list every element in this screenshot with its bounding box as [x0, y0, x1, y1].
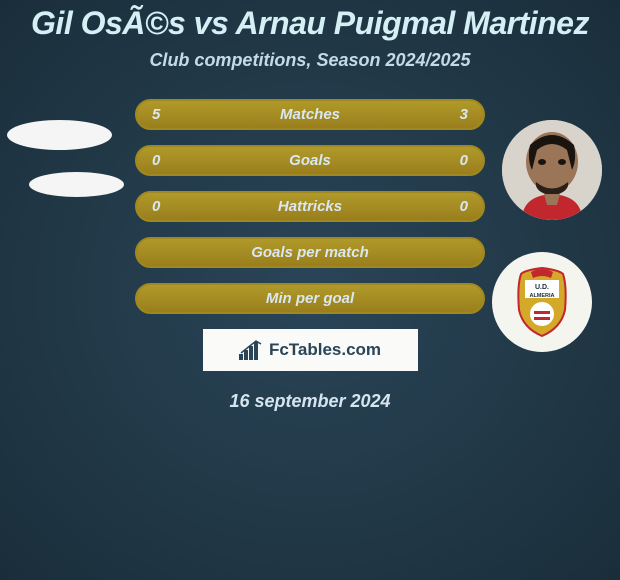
stats-table: 5 Matches 3 0 Goals 0 0 Hattricks 0 Goal…: [135, 99, 485, 314]
stat-right-value: 0: [460, 198, 468, 215]
header: Gil OsÃ©s vs Arnau Puigmal Martinez Club…: [0, 0, 620, 71]
brand-label: FcTables.com: [269, 340, 381, 360]
club-badge: U.D. ALMERIA: [492, 252, 592, 352]
avatar-placeholder-shape: [29, 172, 124, 197]
stat-row-matches: 5 Matches 3: [135, 99, 485, 130]
stat-label: Hattricks: [278, 198, 342, 215]
stat-label: Min per goal: [266, 290, 354, 307]
stat-label: Goals: [289, 152, 331, 169]
player-right-avatar: [502, 120, 602, 220]
svg-text:U.D.: U.D.: [535, 284, 549, 291]
stat-row-goals: 0 Goals 0: [135, 145, 485, 176]
player-left-avatar: [7, 120, 112, 225]
page-subtitle: Club competitions, Season 2024/2025: [0, 50, 620, 71]
date-label: 16 september 2024: [0, 391, 620, 412]
stat-row-hattricks: 0 Hattricks 0: [135, 191, 485, 222]
stat-left-value: 0: [152, 152, 160, 169]
stat-right-value: 3: [460, 106, 468, 123]
player-portrait-icon: [502, 120, 602, 220]
bar-chart-icon: [239, 340, 263, 360]
stat-right-value: 0: [460, 152, 468, 169]
avatar-placeholder-shape: [7, 120, 112, 150]
stat-label: Goals per match: [251, 244, 369, 261]
page-title: Gil OsÃ©s vs Arnau Puigmal Martinez: [0, 5, 620, 42]
club-crest-icon: U.D. ALMERIA: [513, 266, 571, 338]
svg-text:ALMERIA: ALMERIA: [529, 293, 554, 299]
brand-badge[interactable]: FcTables.com: [203, 329, 418, 371]
stat-label: Matches: [280, 106, 340, 123]
stat-left-value: 0: [152, 198, 160, 215]
stat-row-goals-per-match: Goals per match: [135, 237, 485, 268]
stat-row-min-per-goal: Min per goal: [135, 283, 485, 314]
stat-left-value: 5: [152, 106, 160, 123]
